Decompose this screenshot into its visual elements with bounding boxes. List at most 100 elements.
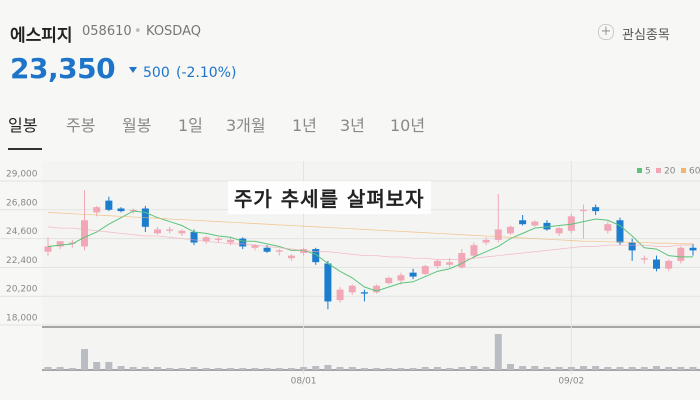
candle-body (68, 242, 76, 244)
candle-body (251, 245, 259, 248)
y-tick-label: 20,200 (6, 285, 38, 295)
market: KOSDAQ (146, 24, 201, 39)
candle-body (214, 238, 222, 240)
volume-bar (555, 367, 563, 370)
volume-bar (446, 368, 454, 370)
candle-body (324, 263, 332, 302)
candle-body (287, 255, 295, 259)
volume-bar (482, 367, 490, 370)
candle-body (628, 242, 636, 251)
volume-bar (592, 366, 600, 370)
volume-bar (275, 368, 283, 370)
candle-body (239, 238, 247, 247)
candle-body (56, 241, 64, 247)
x-tick-label: 08/01 (291, 377, 317, 387)
volume-bar (93, 362, 101, 370)
candle-body (555, 228, 563, 234)
volume-bar (227, 368, 235, 370)
tab[interactable]: 3년 (340, 116, 365, 135)
volume-bar (324, 365, 332, 370)
volume-bar (373, 368, 381, 370)
volume-bar (178, 368, 186, 370)
stock-name: 에스피지 (10, 26, 73, 46)
candle-body (506, 226, 514, 234)
volume-bar (421, 367, 429, 370)
volume-bar (287, 368, 295, 370)
candle-body (105, 200, 113, 210)
volume-bar (214, 368, 222, 370)
volume-bar (166, 368, 174, 370)
candle-body (531, 221, 539, 226)
volume-bar (604, 367, 612, 370)
tab[interactable]: 3개월 (226, 116, 266, 135)
volume-bar (190, 367, 198, 370)
tab[interactable]: 10년 (390, 116, 426, 135)
tab[interactable]: 1년 (292, 116, 317, 135)
volume-bar (640, 367, 648, 370)
candle-body (421, 266, 429, 274)
volume-bar (470, 366, 478, 370)
separator: • (134, 24, 142, 39)
candle-body (166, 229, 174, 231)
watchlist-button[interactable]: 관심종목 (622, 28, 670, 43)
volume-bar (360, 368, 368, 370)
legend-label: 20 (664, 167, 676, 177)
volume-bar (458, 367, 466, 370)
candle-body (373, 285, 381, 293)
volume-bar (652, 366, 660, 370)
y-tick-label: 22,400 (6, 256, 38, 266)
volume-bar (81, 349, 89, 370)
down-arrow (129, 67, 137, 73)
candle-body (677, 247, 685, 261)
candle-body (433, 260, 441, 267)
volume-bar (579, 366, 587, 370)
candle-body (263, 247, 271, 252)
candle-body (470, 245, 478, 256)
candle-body (458, 253, 466, 268)
candle-body (616, 220, 624, 243)
volume-bar (519, 366, 527, 370)
moving-average (47, 210, 693, 292)
volume-bar (105, 362, 113, 370)
tab[interactable]: 1일 (178, 116, 203, 135)
volume-bar (616, 367, 624, 370)
legend-swatch (681, 168, 686, 173)
candle-body (482, 239, 490, 243)
candle-body (604, 224, 612, 231)
add-icon[interactable]: + (598, 24, 614, 40)
volume-bar (494, 334, 502, 370)
candle-body (202, 237, 210, 242)
volume-bar (129, 367, 137, 370)
candle-body (494, 229, 502, 240)
change: 500 (143, 65, 170, 81)
moving-average (47, 212, 693, 245)
volume-bar (433, 367, 441, 370)
candle-body (93, 207, 101, 213)
candle-body (348, 285, 356, 293)
candle-body (190, 232, 198, 243)
price: 23,350 (10, 52, 116, 85)
volume-bar (506, 364, 514, 370)
legend-swatch (637, 168, 642, 173)
volume-bar (665, 367, 673, 370)
volume-bar (44, 367, 52, 370)
x-tick-label: 09/02 (558, 377, 584, 387)
volume-bar (56, 367, 64, 370)
candle-body (312, 249, 320, 263)
volume-bar (348, 367, 356, 370)
change-percent: (-2.10%) (176, 65, 237, 81)
candle-body (275, 250, 283, 252)
candle-body (44, 246, 52, 252)
candle-body (178, 230, 186, 234)
candle-body (689, 247, 697, 251)
volume-bar (543, 367, 551, 370)
volume-bar (251, 368, 259, 370)
candle-body (446, 262, 454, 265)
tab[interactable]: 일봉 (8, 116, 38, 135)
tab[interactable]: 월봉 (122, 116, 152, 135)
candle-body (129, 209, 137, 212)
volume-bar (300, 367, 308, 370)
tab[interactable]: 주봉 (66, 116, 96, 135)
volume-bar (628, 367, 636, 370)
volume-bar (141, 367, 149, 370)
